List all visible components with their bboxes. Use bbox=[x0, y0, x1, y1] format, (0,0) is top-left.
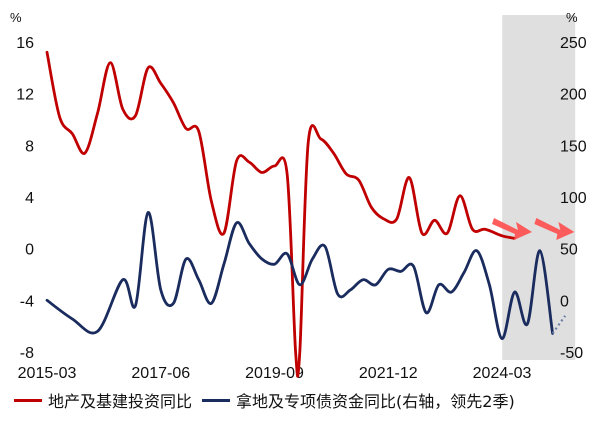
legend-label-series-1: 地产及基建投资同比 bbox=[48, 392, 193, 411]
right-tick-label: 250 bbox=[560, 35, 587, 52]
x-tick-label: 2021-12 bbox=[359, 365, 418, 382]
left-tick-label: -8 bbox=[20, 345, 34, 362]
right-tick-label: 50 bbox=[560, 242, 578, 259]
left-tick-label: 4 bbox=[25, 190, 34, 207]
x-tick-label: 2019-09 bbox=[245, 365, 304, 382]
series-projection-2 bbox=[551, 315, 567, 335]
legend: 地产及基建投资同比 拿地及专项债资金同比(右轴，领先2季) bbox=[14, 385, 594, 415]
left-tick-label: 12 bbox=[16, 87, 34, 104]
left-tick-label: -4 bbox=[20, 293, 34, 310]
legend-swatch-series-1 bbox=[14, 398, 42, 402]
x-tick-label: 2024-03 bbox=[473, 365, 532, 382]
left-tick-label: 16 bbox=[16, 35, 34, 52]
series-line-1 bbox=[45, 50, 516, 378]
forecast-arrow-2 bbox=[534, 218, 575, 240]
left-tick-label: 8 bbox=[25, 138, 34, 155]
left-axis-unit: % bbox=[10, 10, 22, 25]
left-tick-label: 0 bbox=[25, 242, 34, 259]
chart-area: % % 16 12 8 4 0 -4 -8 250 200 150 100 50 0 -50 2015-03 20… bbox=[10, 10, 587, 382]
forecast-arrow-1 bbox=[492, 218, 532, 240]
right-tick-label: 0 bbox=[560, 293, 569, 310]
right-tick-label: 100 bbox=[560, 190, 587, 207]
right-tick-label: -50 bbox=[560, 345, 583, 362]
x-tick-label: 2015-03 bbox=[18, 365, 77, 382]
legend-swatch-series-2 bbox=[202, 398, 231, 402]
right-tick-label: 150 bbox=[560, 138, 587, 155]
right-axis-unit: % bbox=[566, 10, 578, 25]
legend-item-series-2: 拿地及专项债资金同比(右轴，领先2季) bbox=[202, 388, 515, 412]
forecast-shaded-region bbox=[502, 15, 576, 360]
right-tick-label: 200 bbox=[560, 87, 587, 104]
series-line-2 bbox=[45, 211, 554, 341]
x-tick-label: 2017-06 bbox=[131, 365, 190, 382]
legend-label-series-2: 拿地及专项债资金同比(右轴，领先2季) bbox=[236, 392, 515, 411]
legend-item-series-1: 地产及基建投资同比 bbox=[14, 388, 192, 412]
